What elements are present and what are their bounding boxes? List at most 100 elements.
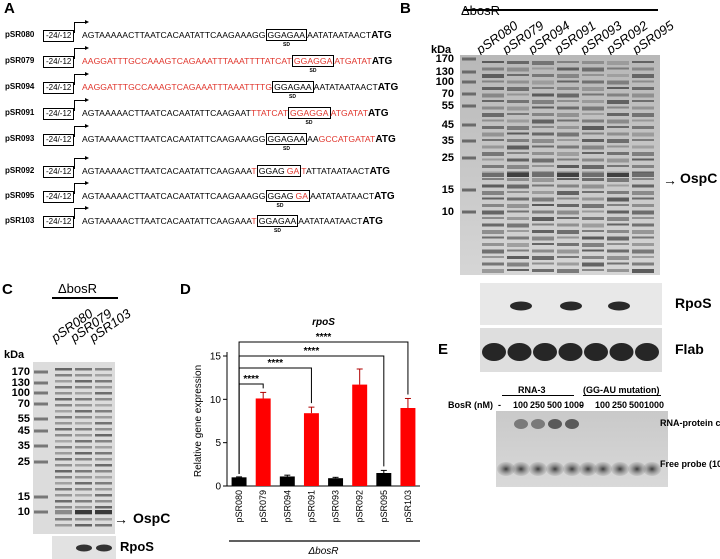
protein-band [55,416,72,419]
free-probe-band [546,462,564,476]
protein-band [582,106,604,111]
panel-c-strain: ΔbosR [58,281,98,296]
protein-band [75,464,92,467]
protein-band [557,269,579,273]
protein-band [55,392,72,395]
protein-band [532,165,554,167]
start-codon: ATG [362,216,383,227]
bar-pSR094 [279,476,295,486]
protein-band [55,506,72,509]
panel-e-rna3-label: RNA-3 [518,385,546,395]
protein-band [507,256,529,259]
protein-band [607,262,629,265]
seq-row-name: pSR079 [5,56,35,65]
protein-band [95,368,112,371]
flab-band [609,343,634,361]
protein-band [632,184,654,188]
ladder-band [462,70,476,74]
panel-c-strain-line [52,297,118,299]
protein-band [532,74,554,77]
protein-band [95,410,112,413]
marker-label: 25 [17,456,30,468]
panel-b-gel [460,55,660,275]
seq-row: pSR094 -24/-12 AAGGATTTGCCAAAGTCAGAAATTTAA… [5,72,405,100]
start-codon: ATG [377,82,399,93]
protein-band [507,61,529,64]
ladder-band [34,417,48,421]
protein-band [75,506,92,509]
protein-band [55,464,72,467]
protein-band [95,374,112,377]
protein-band [95,500,112,503]
protein-band [632,152,654,156]
protein-band [607,256,629,260]
protein-band [582,100,604,103]
ladder-band [34,381,48,385]
protein-band [95,518,112,521]
ladder-band [462,156,476,160]
ladder-band [34,444,48,448]
protein-band [557,178,579,180]
promoter-box: -24/-12 [43,191,75,203]
concentration-label: 250 [612,400,628,410]
ladder-band [34,510,48,514]
y-tick-label: 5 [215,438,221,449]
protein-band [532,184,554,187]
marker-label: 35 [17,440,30,452]
ladder-band [462,139,476,143]
protein-band [75,494,92,497]
x-tick-label: pSR080 [234,490,244,523]
seq-row: pSR080 -24/-12 AGTAAAAACTTAATCACAATATTCAAG… [5,20,405,48]
complex-band [514,419,528,429]
protein-band [55,494,72,497]
protein-band [582,256,604,259]
protein-band [95,434,112,437]
seq-segment: AGTAAAAACTTAATCACAATATTCAAGAAAGG [82,30,266,40]
protein-band [557,93,579,98]
protein-band [532,87,554,89]
panel-label-d: D [180,281,191,298]
start-codon: ATG [375,134,396,145]
seq-text: AGTAAAAACTTAATCACAATATTCAAGAAAGG GGAGAA AA… [82,133,396,145]
protein-band [75,500,92,503]
seq-text: AGTAAAAACTTAATCACAATATTCAAGAAAGG GGAG GA AA… [82,190,395,202]
protein-band [95,470,112,473]
protein-band [482,152,504,156]
seq-segment: T [301,166,306,176]
flab-band [584,343,608,361]
seq-text: AGTAAAAACTTAATCACAATATTCAAGAAAT GGAGAA AAT… [82,215,383,227]
protein-band [607,87,629,89]
protein-band [632,126,654,129]
protein-band [632,256,654,258]
protein-band [95,458,112,461]
panel-c-ospc-label: OspC [133,510,171,526]
seq-row-name: pSR092 [5,166,35,175]
protein-band [607,230,629,233]
protein-band [557,119,579,122]
protein-band [482,61,504,63]
protein-band [532,178,554,182]
protein-band [507,119,529,123]
ladder-band [462,92,476,96]
protein-band [507,184,529,189]
significance-bracket [238,341,409,474]
concentration-label: - [580,400,583,410]
seq-segment: GGAGGA [291,55,335,67]
protein-band [607,126,629,128]
ladder-band [462,104,476,108]
protein-band [507,269,529,271]
panel-b-ospc-label: OspC [680,170,718,186]
protein-band [55,476,72,479]
tss-arrow-icon [74,206,89,219]
significance-label: **** [316,332,332,343]
complex-band [548,419,562,429]
protein-band [582,80,604,84]
protein-band [507,80,529,84]
protein-band [532,223,554,226]
protein-band [507,113,529,115]
protein-band [532,217,554,221]
protein-band [482,184,504,188]
protein-band [632,191,654,195]
protein-band [507,191,529,193]
protein-band [55,434,72,437]
